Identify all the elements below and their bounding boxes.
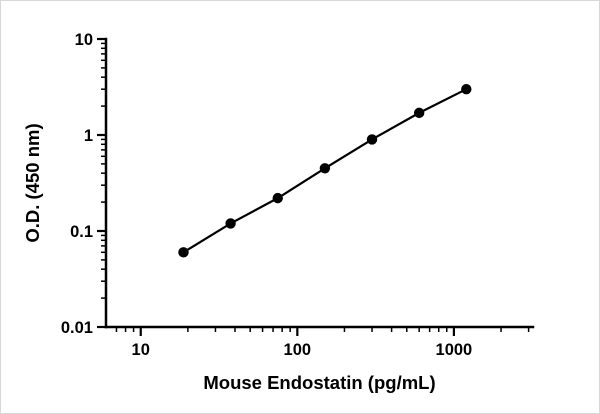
data-point [413, 107, 425, 119]
x-axis-label: Mouse Endostatin (pg/mL) [203, 372, 435, 393]
y-axis-label: O.D. (450 nm) [22, 123, 43, 242]
y-tick-label: 10 [75, 31, 93, 49]
data-point [225, 218, 236, 229]
data-point [461, 83, 472, 95]
x-tick-label: 10 [132, 341, 150, 359]
y-tick-label: 0.01 [61, 319, 93, 337]
y-tick-label: 0.1 [70, 223, 93, 241]
y-tick-label: 1 [84, 127, 93, 145]
data-point [366, 134, 378, 145]
x-tick-label: 1000 [436, 341, 473, 359]
x-tick-label: 100 [284, 341, 312, 359]
data-point [178, 247, 189, 258]
data-point [319, 163, 331, 174]
data-point [272, 192, 283, 204]
